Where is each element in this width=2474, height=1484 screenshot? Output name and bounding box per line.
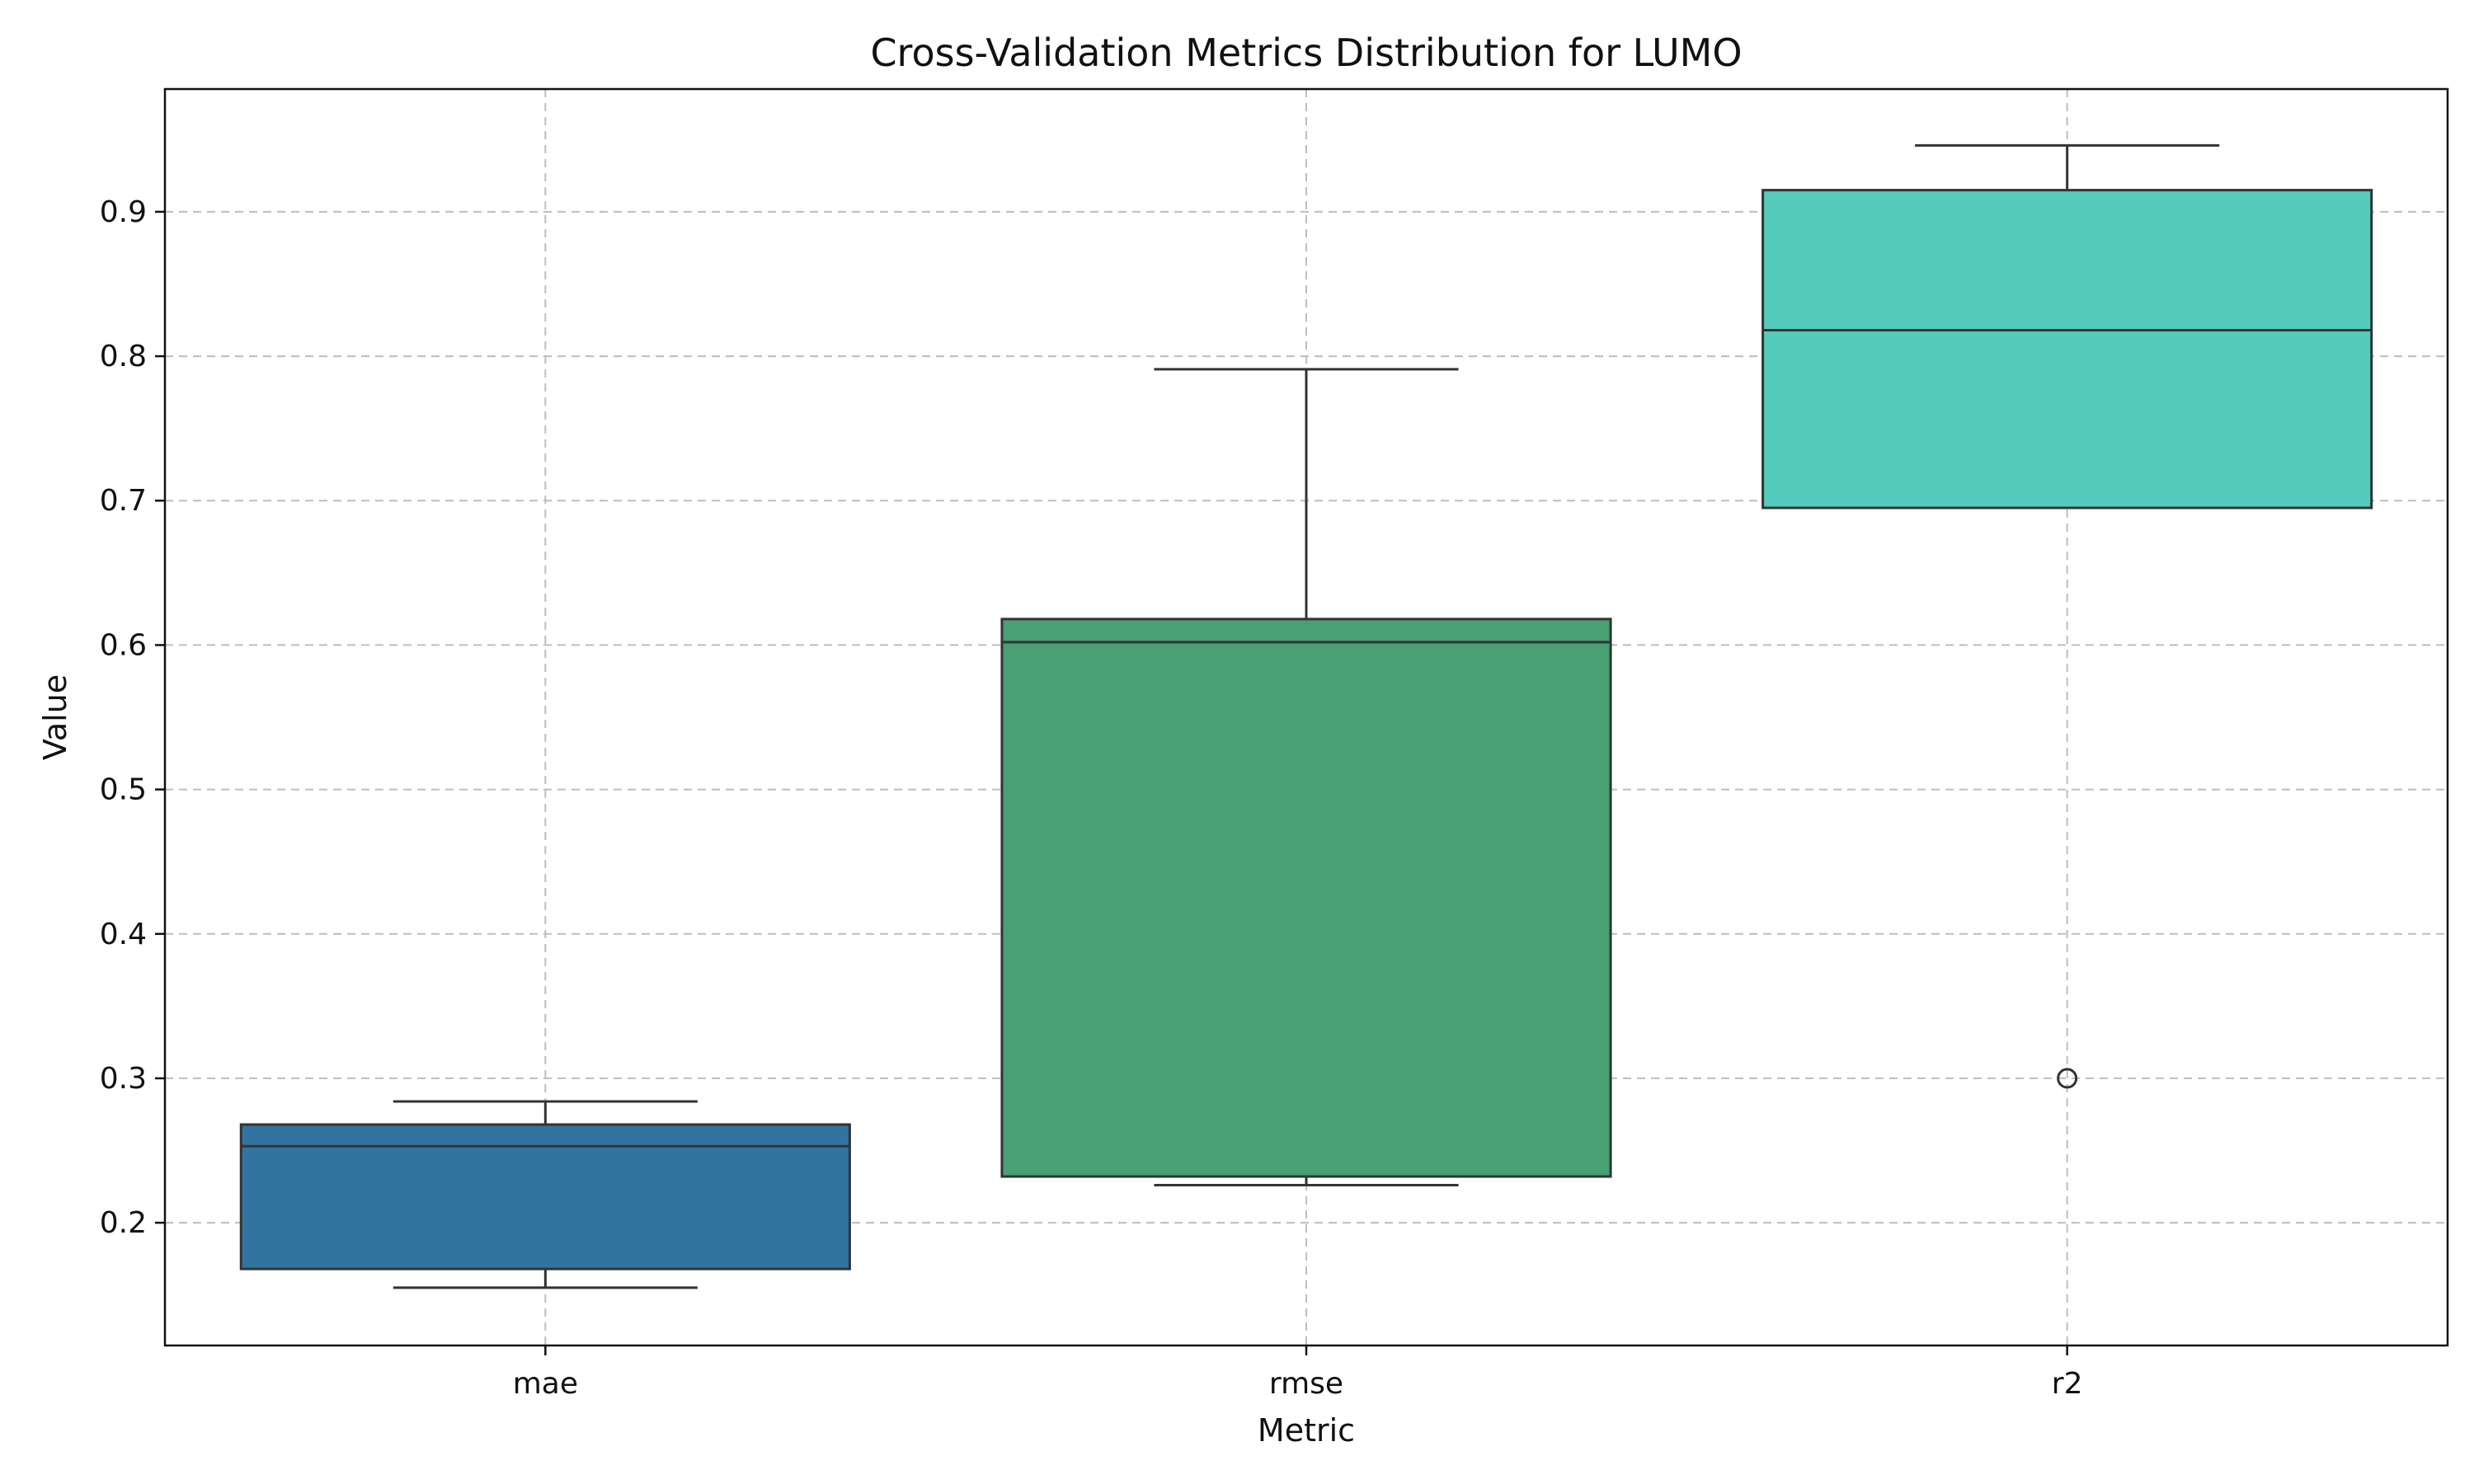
- box-mae: [239, 1100, 851, 1289]
- y-axis-ticks: 0.2 0.3 0.4 0.5 0.6 0.7 0.8 0.9: [100, 195, 165, 1240]
- y-tick-label: 0.3: [100, 1062, 147, 1096]
- box-iqr: [1761, 189, 2373, 510]
- outlier-point: [2057, 1068, 2078, 1089]
- x-tick-label-r2: r2: [2052, 1367, 2083, 1401]
- box-iqr: [1000, 618, 1612, 1178]
- boxes: [239, 143, 2373, 1289]
- y-tick-label: 0.7: [100, 484, 147, 518]
- y-tick-label: 0.9: [100, 195, 147, 229]
- y-tick-label: 0.2: [100, 1206, 147, 1240]
- box-r2: [1761, 143, 2373, 1089]
- y-tick-label: 0.8: [100, 340, 147, 373]
- box-rmse: [1000, 368, 1612, 1187]
- box-iqr: [239, 1123, 851, 1270]
- x-axis-label: Metric: [1258, 1412, 1355, 1449]
- chart-title: Cross-Validation Metrics Distribution fo…: [870, 31, 1742, 75]
- y-tick-label: 0.6: [100, 628, 147, 662]
- x-tick-label-rmse: rmse: [1269, 1367, 1343, 1401]
- y-axis-label: Value: [37, 674, 73, 760]
- y-tick-label: 0.4: [100, 918, 147, 951]
- x-tick-label-mae: mae: [513, 1367, 578, 1401]
- x-axis-ticks: mae rmse r2: [513, 1345, 2083, 1401]
- y-tick-label: 0.5: [100, 773, 147, 807]
